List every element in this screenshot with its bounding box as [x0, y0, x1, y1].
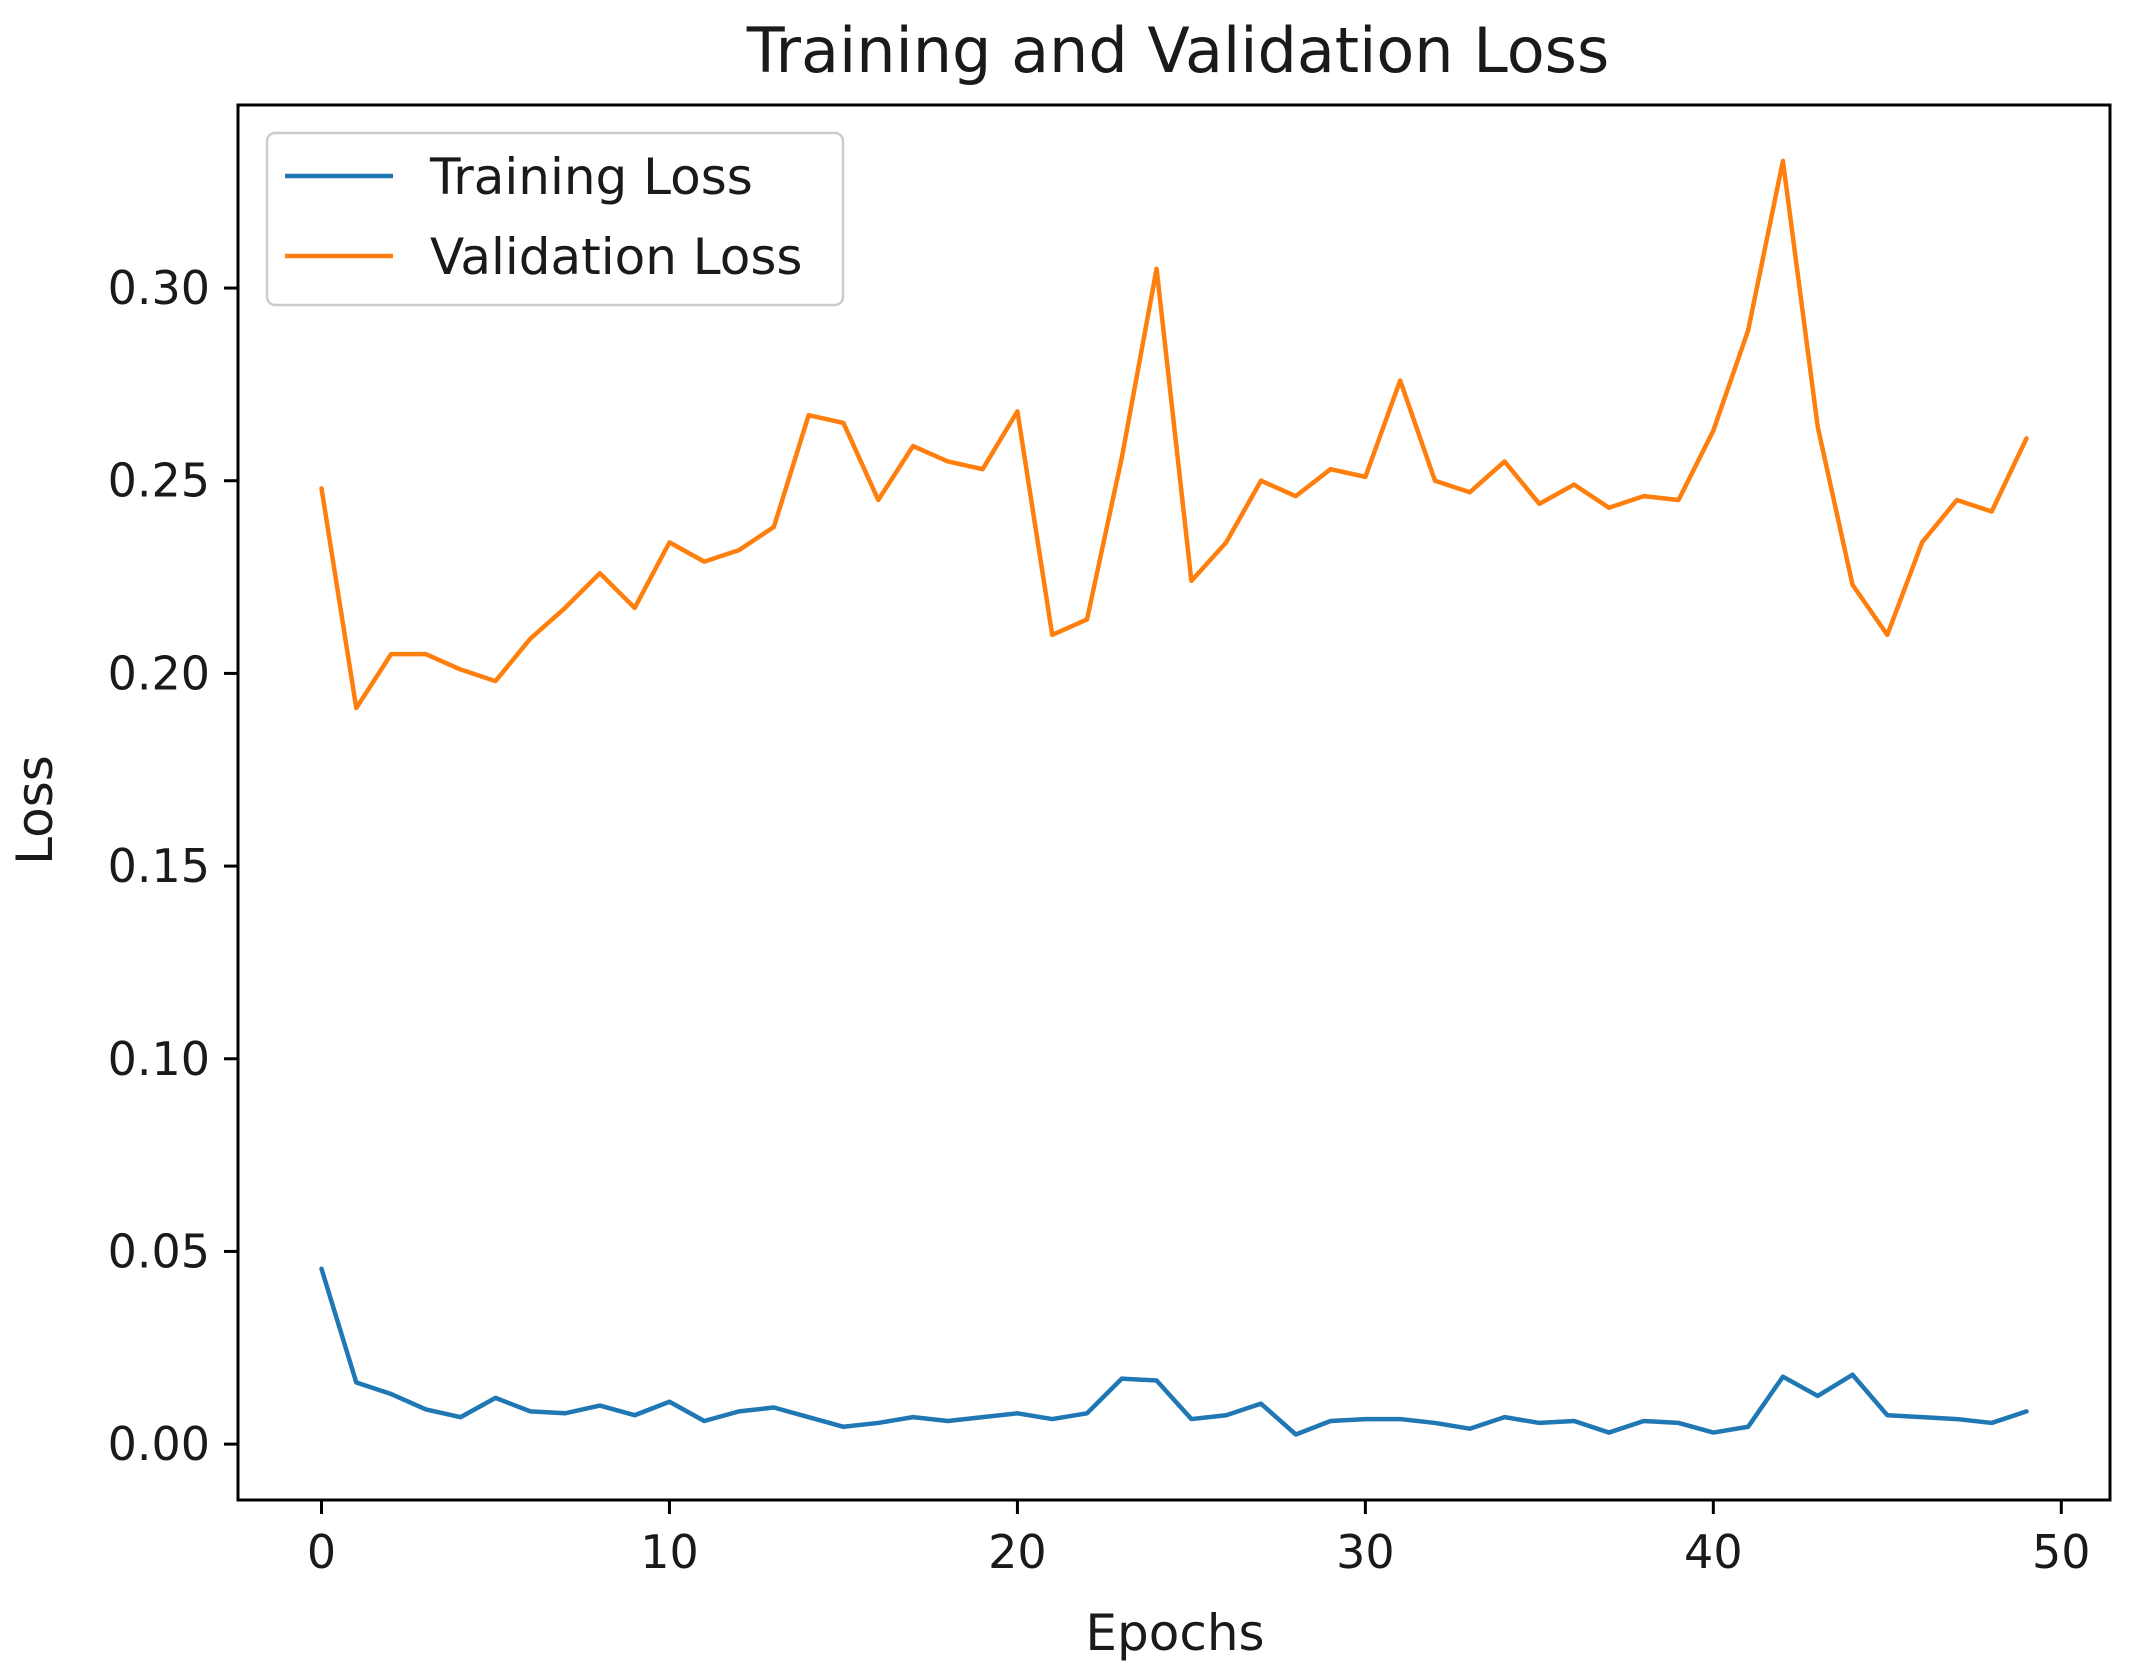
x-tick-label: 10 [640, 1525, 699, 1579]
x-axis-label: Epochs [1085, 1604, 1264, 1662]
legend-label: Training Loss [429, 148, 753, 206]
y-tick-label: 0.25 [108, 454, 210, 508]
series-line-validation-loss [319, 158, 2029, 711]
plot-frame [236, 103, 2112, 1502]
legend: Training Loss Validation Loss [265, 131, 845, 307]
x-tick-label: 50 [2032, 1525, 2091, 1579]
x-tick-label: 0 [307, 1525, 336, 1579]
legend-box [265, 131, 845, 307]
x-tick-label: 30 [1336, 1525, 1395, 1579]
y-tick-label: 0.15 [108, 839, 210, 893]
series-line-training-loss [319, 1266, 2029, 1437]
x-tick-label: 40 [1684, 1525, 1743, 1579]
y-tick-label: 0.00 [108, 1417, 210, 1471]
y-tick-label: 0.05 [108, 1224, 210, 1278]
legend-label: Validation Loss [430, 228, 802, 286]
x-tick-label: 20 [988, 1525, 1047, 1579]
y-tick-label: 0.30 [108, 261, 210, 315]
y-tick-label: 0.10 [108, 1032, 210, 1086]
chart-title: Training and Validation Loss [746, 14, 1610, 87]
y-tick-label: 0.20 [108, 646, 210, 700]
y-axis-label: Loss [6, 755, 64, 865]
